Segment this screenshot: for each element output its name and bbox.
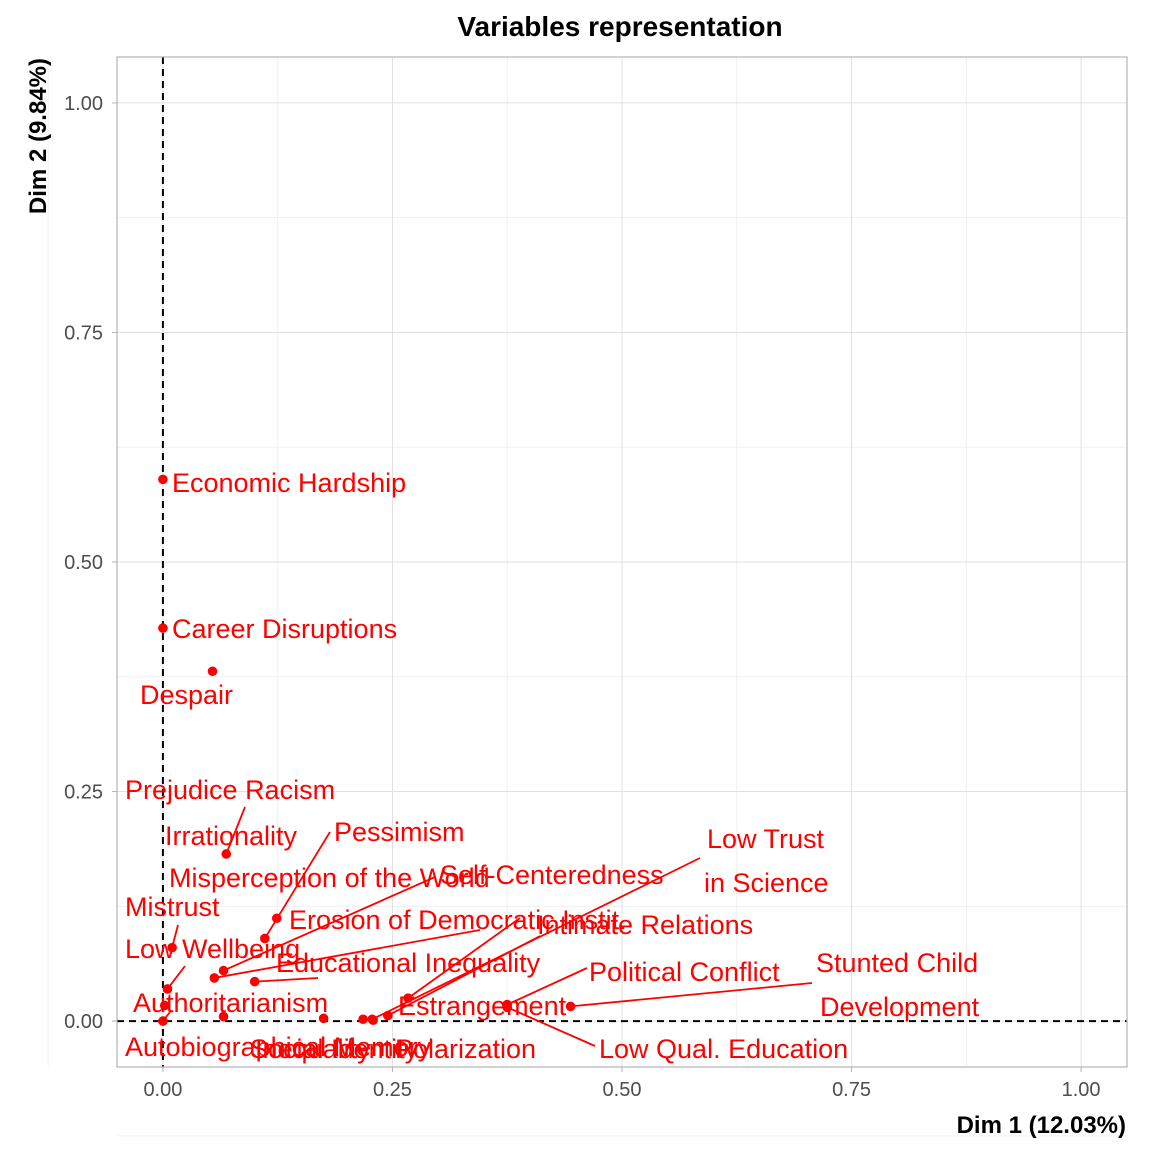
- point-label: Mistrust: [125, 892, 220, 922]
- label-connector: [371, 857, 701, 1021]
- y-tick-label: 1.00: [64, 93, 103, 115]
- point-label: Low Wellbeing: [125, 934, 300, 964]
- point-label: Irrationality: [165, 821, 298, 851]
- x-axis-title: Dim 1 (12.03%): [957, 1112, 1126, 1139]
- point-label: Authoritarianism: [133, 988, 328, 1018]
- point-label: Stunted Child Development: [816, 948, 980, 1022]
- point-label: Educational Inequality: [276, 948, 541, 978]
- point-label: Inequality: [255, 1034, 371, 1064]
- point-label: Prejudice Racism: [125, 775, 335, 805]
- point-label: Self-Centeredness: [440, 860, 664, 890]
- x-tick-label: 1.00: [1062, 1079, 1101, 1101]
- chart-title: Variables representation: [457, 11, 782, 42]
- y-tick-label: 0.75: [64, 322, 103, 344]
- point-label: Low Qual. Education: [599, 1034, 848, 1064]
- y-tick-label: 0.00: [64, 1011, 103, 1033]
- data-point: [502, 1002, 513, 1013]
- data-point: [383, 1010, 393, 1021]
- point-label: Economic Hardship: [172, 468, 406, 498]
- data-point: [260, 933, 270, 944]
- point-label: Polarization: [395, 1034, 536, 1064]
- data-point: [158, 474, 168, 485]
- point-label: Estrangement: [398, 991, 567, 1021]
- data-point: [207, 666, 218, 677]
- y-axis-title: Dim 2 (9.84%): [25, 58, 52, 214]
- y-tick-label: 0.50: [64, 552, 103, 574]
- point-label: Social Identity: [250, 1034, 419, 1064]
- data-point: [318, 1013, 329, 1024]
- label-connector: [407, 917, 521, 999]
- point-label: Political Conflict: [589, 957, 780, 987]
- label-connector: [225, 806, 246, 855]
- data-point: [159, 1000, 170, 1011]
- x-tick-label: 0.25: [373, 1079, 412, 1101]
- x-tick-label: 0.75: [832, 1079, 871, 1101]
- point-label: Low Trust in Science: [704, 824, 829, 898]
- label-connector: [506, 967, 588, 1006]
- x-tick-label: 0.00: [143, 1079, 182, 1101]
- point-label: Erosion of Democratic Instit.: [289, 905, 627, 935]
- data-point: [158, 623, 168, 633]
- plot-border: [116, 56, 1128, 1068]
- point-label: Intimate Relations: [537, 910, 753, 940]
- data-point: [218, 1011, 229, 1022]
- label-connector: [506, 1006, 596, 1047]
- data-point: [271, 913, 282, 924]
- point-label: Career Disruptions: [172, 614, 397, 644]
- data-point: [209, 973, 220, 983]
- label-connector: [570, 982, 813, 1008]
- y-tick-label: 0.25: [64, 782, 103, 804]
- data-point: [167, 942, 177, 953]
- label-connector: [254, 977, 319, 983]
- data-point: [218, 965, 229, 976]
- data-point: [358, 1014, 368, 1025]
- data-point: [162, 984, 173, 994]
- label-connector: [223, 876, 436, 972]
- label-connector: [166, 965, 186, 990]
- data-point: [403, 993, 413, 1003]
- data-point: [221, 849, 232, 859]
- label-connector: [214, 929, 481, 979]
- data-point: [565, 1001, 576, 1012]
- point-label: Misperception of the World: [169, 863, 490, 893]
- point-label: Despair: [140, 680, 233, 710]
- data-point: [368, 1015, 378, 1025]
- data-point: [158, 1016, 168, 1026]
- x-tick-label: 0.50: [603, 1079, 642, 1101]
- point-label: Pessimism: [334, 817, 465, 847]
- point-label: Autobiographical Memory: [125, 1032, 432, 1062]
- data-point: [249, 976, 260, 987]
